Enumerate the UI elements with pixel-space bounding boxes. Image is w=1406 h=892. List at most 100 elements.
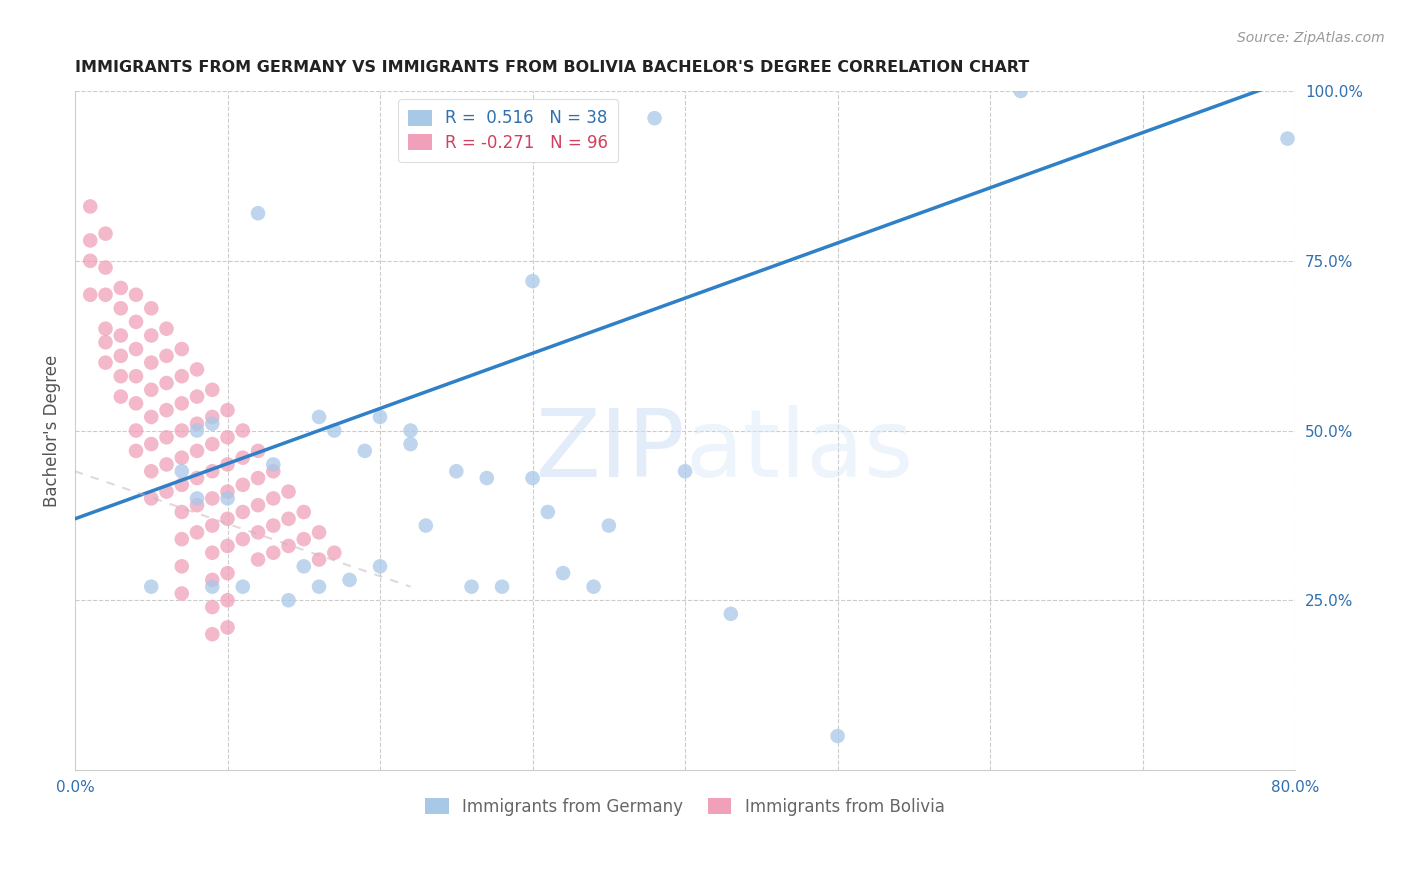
Point (644, 112, 666, 126)
Point (110, 390, 132, 404)
Point (141, 356, 163, 370)
Point (201, 409, 224, 424)
Point (368, 409, 391, 424)
Point (217, 539, 239, 553)
Point (125, 287, 148, 301)
Point (170, 478, 193, 492)
Point (247, 498, 270, 512)
Point (186, 424, 208, 438)
Point (170, 464, 193, 478)
Point (460, 580, 482, 594)
Point (598, 518, 620, 533)
Point (217, 430, 239, 444)
Point (217, 512, 239, 526)
Point (170, 424, 193, 438)
Point (170, 369, 193, 384)
Point (94, 287, 117, 301)
Point (415, 518, 437, 533)
Point (141, 491, 163, 506)
Point (155, 458, 177, 472)
Point (186, 525, 208, 540)
Point (1277, 131, 1299, 145)
Point (308, 525, 330, 540)
Point (353, 443, 375, 458)
Point (201, 573, 224, 587)
Point (262, 464, 284, 478)
Point (217, 566, 239, 580)
Point (201, 600, 224, 615)
Point (141, 328, 163, 343)
Point (155, 349, 177, 363)
Point (292, 559, 315, 574)
Point (308, 580, 330, 594)
Point (79, 253, 101, 268)
Point (217, 458, 239, 472)
Point (94, 227, 117, 241)
Point (110, 369, 132, 384)
Point (170, 586, 193, 600)
Point (232, 478, 254, 492)
Point (94, 335, 117, 350)
Point (232, 450, 254, 465)
Point (201, 627, 224, 641)
Point (247, 525, 270, 540)
Point (277, 484, 299, 499)
Point (186, 362, 208, 376)
Point (217, 593, 239, 607)
Point (262, 458, 284, 472)
Point (217, 491, 239, 506)
Point (522, 274, 544, 288)
Point (522, 471, 544, 485)
Point (232, 532, 254, 546)
Point (155, 484, 177, 499)
Point (170, 342, 193, 356)
Point (170, 559, 193, 574)
Point (323, 424, 346, 438)
Point (170, 450, 193, 465)
Point (155, 403, 177, 417)
Point (247, 471, 270, 485)
Point (125, 443, 148, 458)
Point (1010, 84, 1032, 98)
Point (232, 424, 254, 438)
Point (399, 424, 422, 438)
Text: IMMIGRANTS FROM GERMANY VS IMMIGRANTS FROM BOLIVIA BACHELOR'S DEGREE CORRELATION: IMMIGRANTS FROM GERMANY VS IMMIGRANTS FR… (75, 60, 1029, 75)
Point (201, 417, 224, 431)
Point (94, 321, 117, 335)
Point (720, 607, 742, 621)
Point (125, 396, 148, 410)
Point (673, 464, 696, 478)
Point (232, 580, 254, 594)
Point (155, 430, 177, 444)
Point (170, 396, 193, 410)
Point (201, 546, 224, 560)
Point (475, 471, 498, 485)
Point (277, 512, 299, 526)
Point (217, 620, 239, 634)
Point (262, 546, 284, 560)
Point (186, 390, 208, 404)
Point (125, 315, 148, 329)
Point (308, 552, 330, 566)
Point (110, 349, 132, 363)
Point (94, 356, 117, 370)
Point (308, 409, 330, 424)
Point (262, 491, 284, 506)
Point (155, 321, 177, 335)
Legend: Immigrants from Germany, Immigrants from Bolivia: Immigrants from Germany, Immigrants from… (419, 791, 952, 822)
Point (201, 518, 224, 533)
Y-axis label: Bachelor's Degree: Bachelor's Degree (44, 354, 60, 507)
Point (125, 342, 148, 356)
Point (110, 328, 132, 343)
Point (277, 539, 299, 553)
Point (399, 437, 422, 451)
Point (186, 417, 208, 431)
Point (323, 546, 346, 560)
Point (79, 234, 101, 248)
Point (110, 301, 132, 316)
Point (292, 505, 315, 519)
Point (186, 491, 208, 506)
Point (125, 424, 148, 438)
Point (262, 518, 284, 533)
Text: Source: ZipAtlas.com: Source: ZipAtlas.com (1237, 31, 1385, 45)
